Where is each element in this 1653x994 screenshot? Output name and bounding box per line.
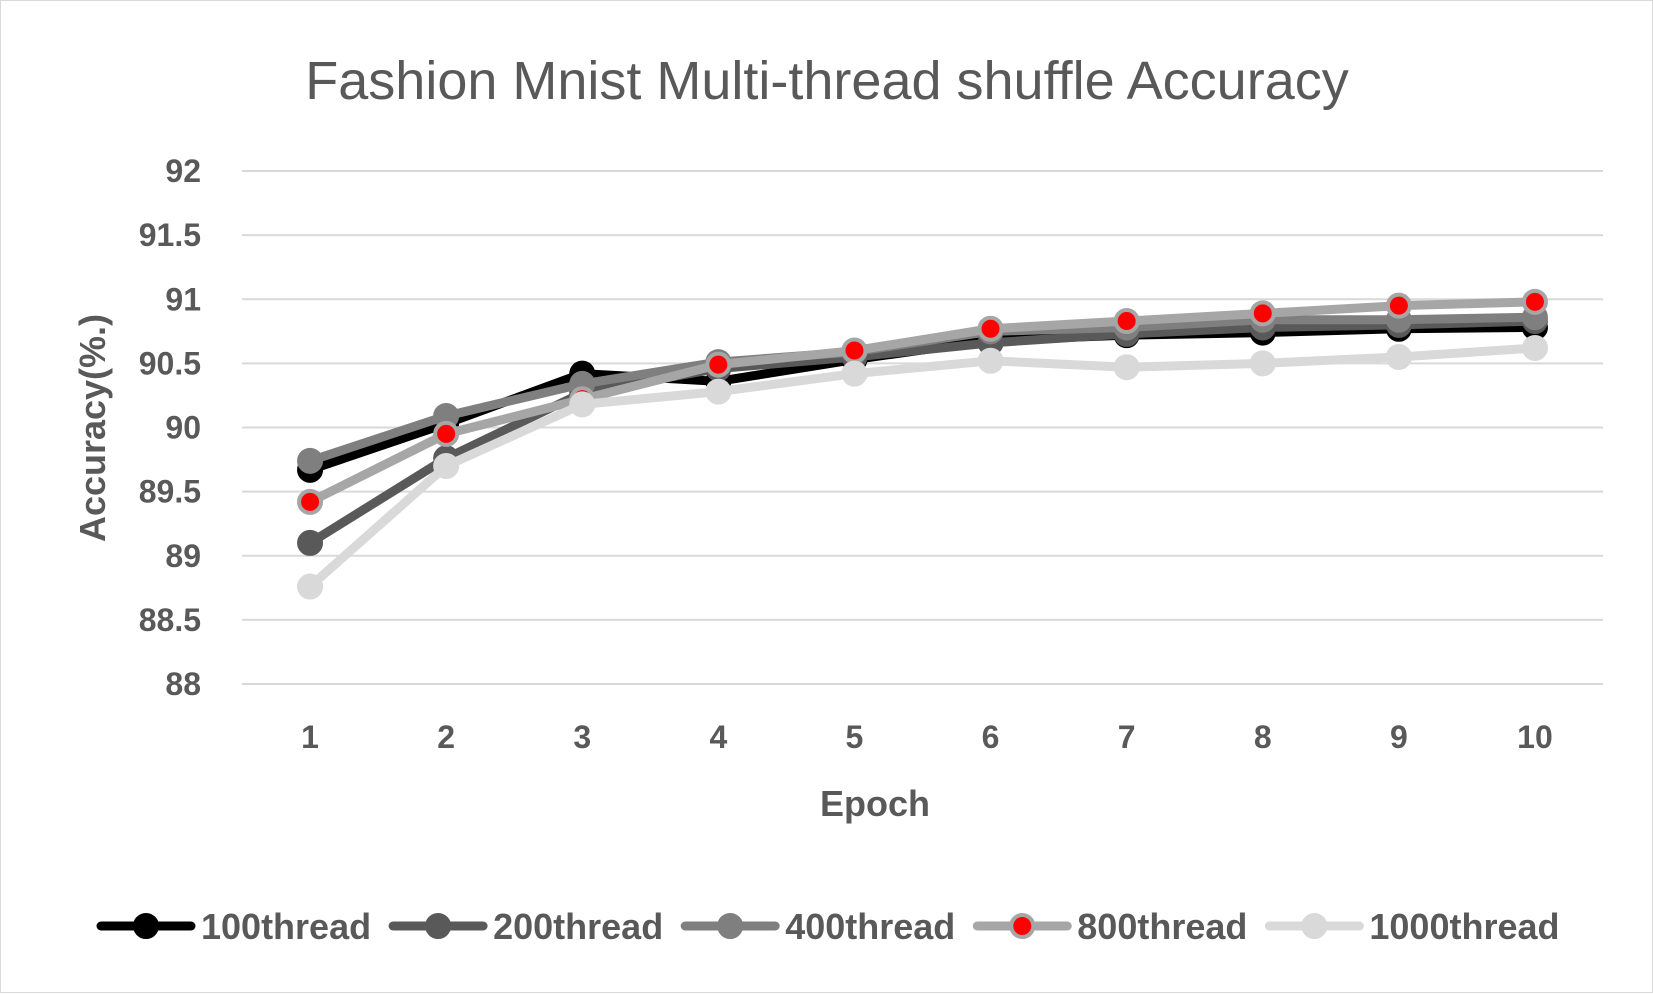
- x-tick-label: 10: [1517, 719, 1553, 755]
- legend-item: 100thread: [96, 906, 371, 947]
- series-200thread: [297, 308, 1548, 556]
- y-tick-label: 90.5: [139, 345, 201, 381]
- y-tick-label: 89.5: [139, 474, 201, 510]
- legend-label: 400thread: [785, 906, 955, 947]
- y-axis-ticks: 88 88.5 89 89.5 90 90.5 91 91.5 92: [139, 153, 201, 702]
- data-point: [705, 351, 732, 378]
- legend-item: 800thread: [972, 906, 1247, 947]
- data-point: [569, 391, 596, 418]
- x-tick-label: 3: [573, 719, 591, 755]
- x-tick-label: 4: [709, 719, 727, 755]
- legend-label: 1000thread: [1369, 906, 1559, 947]
- x-tick-label: 9: [1390, 719, 1408, 755]
- series-line: [305, 316, 1540, 548]
- legend-marker: [1301, 913, 1328, 939]
- legend-item: 200thread: [388, 906, 663, 947]
- x-tick-label: 1: [301, 719, 319, 755]
- series-1000thread: [297, 334, 1548, 600]
- legend-item: 1000thread: [1264, 906, 1559, 947]
- series-line: [305, 297, 1540, 507]
- legend-marker: [133, 913, 159, 939]
- data-point: [297, 529, 324, 556]
- y-tick-label: 91.5: [139, 217, 201, 253]
- data-point: [1385, 292, 1412, 319]
- x-tick-label: 7: [1118, 719, 1136, 755]
- y-axis-title: Accuracy(%.): [72, 314, 113, 542]
- chart-title: Fashion Mnist Multi-thread shuffle Accur…: [305, 51, 1348, 111]
- data-point: [1113, 308, 1140, 335]
- series-800thread: [297, 288, 1548, 515]
- legend-marker: [425, 913, 452, 939]
- y-tick-label: 91: [165, 281, 201, 317]
- y-tick-label: 92: [165, 153, 201, 189]
- x-axis-title: Epoch: [820, 783, 930, 824]
- data-point: [1521, 334, 1548, 361]
- data-point: [297, 488, 324, 515]
- x-tick-label: 6: [982, 719, 1000, 755]
- legend-marker: [1009, 913, 1036, 939]
- x-tick-label: 5: [846, 719, 864, 755]
- data-point: [297, 447, 324, 474]
- legend-label: 200thread: [493, 906, 663, 947]
- legend-marker: [717, 913, 744, 939]
- data-point: [841, 360, 868, 387]
- data-point: [433, 420, 460, 447]
- data-point: [1113, 354, 1140, 381]
- data-point: [977, 315, 1004, 342]
- legend: 100thread 200thread 400thread 800thread 1000…: [96, 906, 1559, 947]
- plot-area: [297, 288, 1548, 600]
- y-tick-label: 89: [165, 538, 201, 574]
- data-point: [1385, 343, 1412, 370]
- legend-label: 800thread: [1077, 906, 1247, 947]
- y-tick-label: 88: [165, 666, 201, 702]
- data-point: [297, 573, 324, 600]
- y-tick-label: 88.5: [139, 602, 201, 638]
- data-point: [1249, 300, 1276, 327]
- x-axis-ticks: 1 2 3 4 5 6 7 8 9 10: [301, 719, 1553, 755]
- series-line: [305, 343, 1540, 592]
- data-point: [1521, 288, 1548, 315]
- data-point: [1249, 350, 1276, 377]
- data-point: [705, 378, 732, 405]
- y-tick-label: 90: [165, 410, 201, 446]
- legend-label: 100thread: [201, 906, 371, 947]
- data-point: [841, 337, 868, 364]
- legend-item: 400thread: [680, 906, 955, 947]
- data-point: [977, 347, 1004, 374]
- x-tick-label: 8: [1254, 719, 1272, 755]
- x-tick-label: 2: [437, 719, 455, 755]
- data-point: [433, 452, 460, 479]
